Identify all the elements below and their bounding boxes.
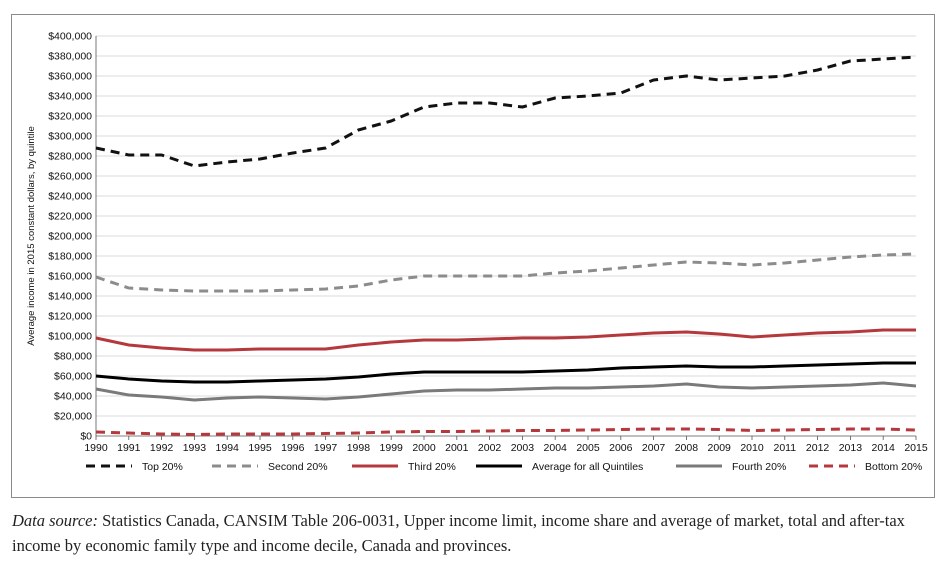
y-tick-label: $280,000 xyxy=(48,151,92,163)
legend-label-3: Average for all Quintiles xyxy=(532,461,643,473)
x-tick-label: 1996 xyxy=(281,442,305,454)
chart-frame: $0 $20,000 $40,000 $60,000 $80,000 $100,000 $1… xyxy=(11,14,935,498)
x-tick-label: 2012 xyxy=(806,442,830,454)
y-tick-label: $160,000 xyxy=(48,271,92,283)
x-tick-label: 1998 xyxy=(347,442,371,454)
legend-label-0: Top 20% xyxy=(142,461,183,473)
y-tick-label: $60,000 xyxy=(54,371,92,383)
x-tick-label: 1993 xyxy=(183,442,207,454)
x-tick-label: 2003 xyxy=(511,442,535,454)
y-tick-label: $320,000 xyxy=(48,111,92,123)
x-tick-label: 2005 xyxy=(576,442,600,454)
series-line-2 xyxy=(95,328,916,352)
x-tick-label: 2002 xyxy=(478,442,502,454)
y-tick-label: $180,000 xyxy=(48,251,92,263)
x-tick-label: 1991 xyxy=(117,442,141,454)
series-line-5 xyxy=(95,427,917,436)
series-line-0 xyxy=(95,55,917,168)
x-tick-label: 2013 xyxy=(839,442,863,454)
y-tick-label: $100,000 xyxy=(48,331,92,343)
y-axis-label: Average income in 2015 constant dollars,… xyxy=(26,126,37,346)
x-tick-label: 1995 xyxy=(248,442,272,454)
x-tick-label: 2006 xyxy=(609,442,633,454)
x-tick-label: 2001 xyxy=(445,442,469,454)
x-tick-label: 2014 xyxy=(872,442,896,454)
x-tick-label: 2008 xyxy=(675,442,699,454)
y-tick-label: $380,000 xyxy=(48,51,92,63)
y-tick-label: $360,000 xyxy=(48,71,92,83)
x-tick-label: 1999 xyxy=(380,442,404,454)
x-tick-label: 2009 xyxy=(708,442,732,454)
x-tick-label: 2007 xyxy=(642,442,666,454)
y-tick-label: $80,000 xyxy=(54,351,92,363)
data-source-text: Statistics Canada, CANSIM Table 206-0031… xyxy=(12,511,905,555)
series-line-3 xyxy=(95,361,916,384)
y-tick-label: $140,000 xyxy=(48,291,92,303)
y-tick-label: $220,000 xyxy=(48,211,92,223)
data-source-note: Data source: Statistics Canada, CANSIM T… xyxy=(12,508,937,558)
y-tick-label: $400,000 xyxy=(48,31,92,43)
y-tick-label: $340,000 xyxy=(48,91,92,103)
x-tick-label: 2011 xyxy=(774,442,797,454)
x-tick-label: 1992 xyxy=(150,442,174,454)
y-tick-label: $200,000 xyxy=(48,231,92,243)
x-tick-label: 1994 xyxy=(216,442,240,454)
legend-label-5: Bottom 20% xyxy=(865,461,922,473)
x-tick-label: 2010 xyxy=(740,442,764,454)
series-line-1 xyxy=(95,252,917,293)
legend-label-4: Fourth 20% xyxy=(732,461,786,473)
y-tick-label: $120,000 xyxy=(48,311,92,323)
y-tick-label: $300,000 xyxy=(48,131,92,143)
legend-label-2: Third 20% xyxy=(408,461,456,473)
y-tick-label: $260,000 xyxy=(48,171,92,183)
x-tick-label: 2004 xyxy=(544,442,568,454)
data-source-label: Data source: xyxy=(12,511,98,530)
y-tick-label: $0 xyxy=(80,431,92,443)
legend-label-1: Second 20% xyxy=(268,461,328,473)
x-tick-label: 2000 xyxy=(412,442,436,454)
x-tick-label: 2015 xyxy=(904,442,928,454)
y-tick-label: $40,000 xyxy=(54,391,92,403)
x-tick-label: 1997 xyxy=(314,442,338,454)
y-tick-label: $20,000 xyxy=(54,411,92,423)
series-line-4 xyxy=(95,381,917,402)
y-tick-label: $240,000 xyxy=(48,191,92,203)
income-quintile-line-chart: $0 $20,000 $40,000 $60,000 $80,000 $100,000 $1… xyxy=(26,31,928,474)
x-tick-label: 1990 xyxy=(84,442,108,454)
